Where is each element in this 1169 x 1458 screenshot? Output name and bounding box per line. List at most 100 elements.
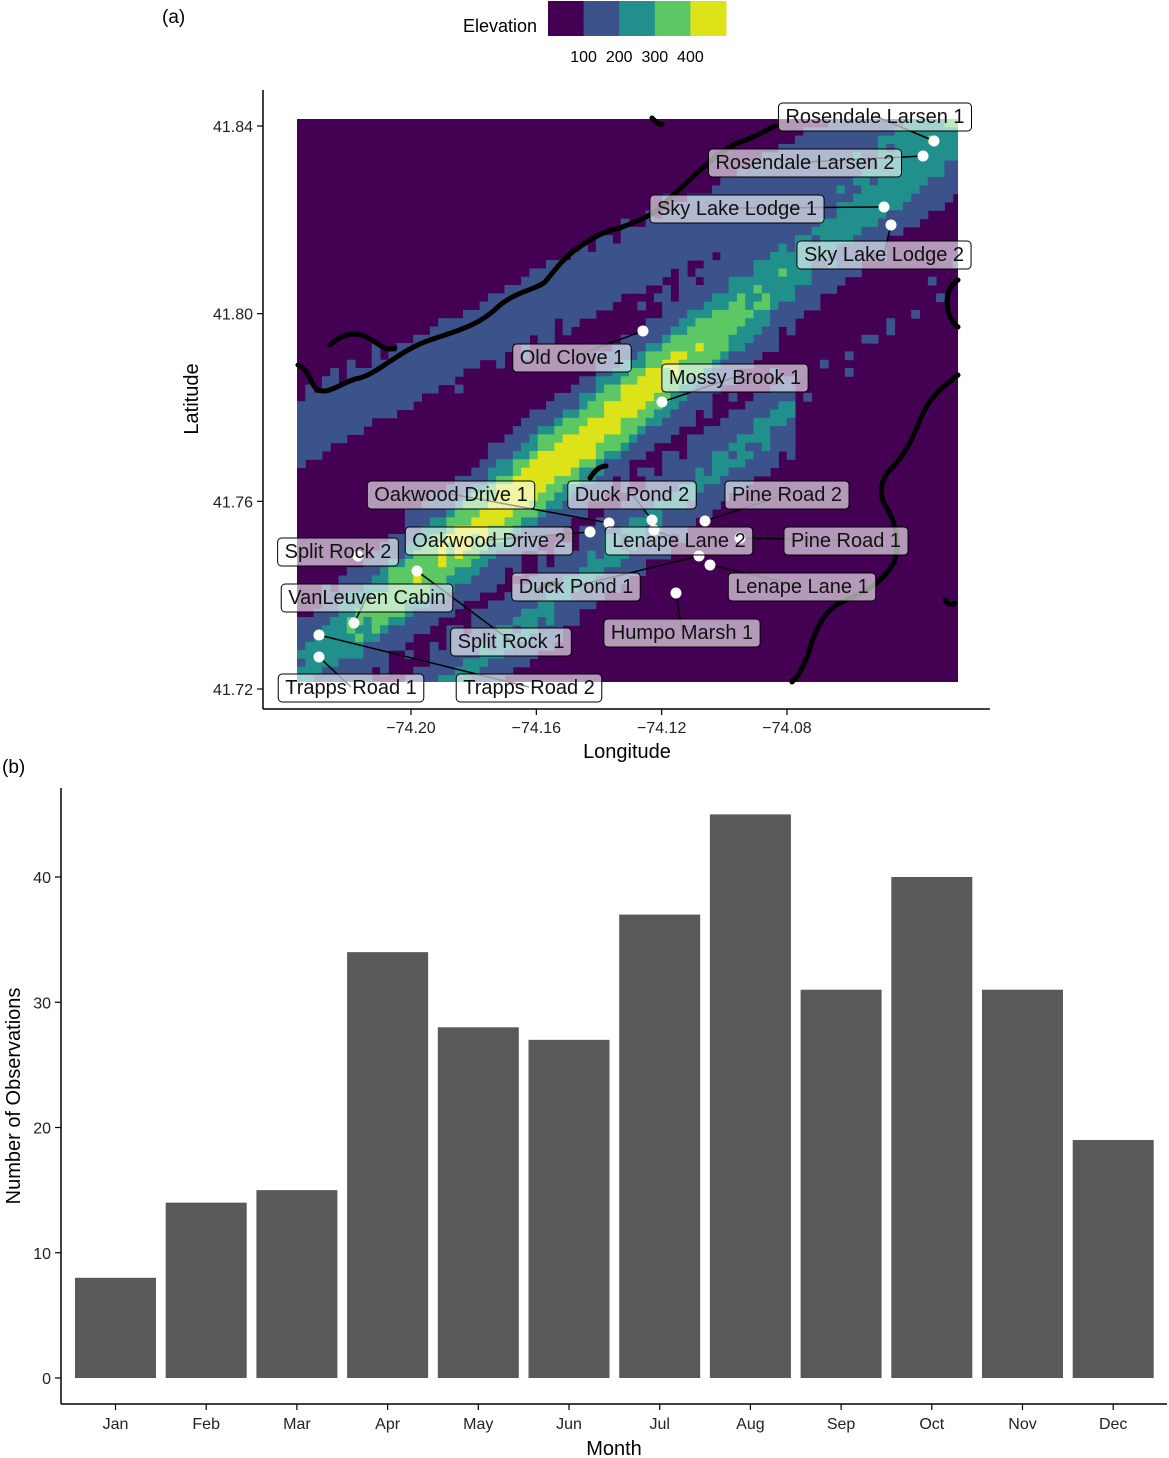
raster-cell: [529, 326, 539, 336]
raster-cell: [496, 459, 505, 469]
raster-cell: [795, 309, 804, 319]
raster-cell: [828, 127, 837, 137]
bar-x-tick-label-sep: Sep: [827, 1416, 856, 1433]
raster-cell: [678, 235, 688, 244]
raster-cell: [678, 251, 688, 261]
raster-cell: [421, 625, 431, 635]
raster-cell: [629, 243, 638, 253]
raster-cell: [380, 401, 389, 410]
raster-cell: [554, 600, 564, 610]
raster-cell: [421, 517, 431, 527]
raster-cell: [620, 567, 630, 576]
raster-cell: [446, 575, 456, 585]
raster-cell: [579, 459, 588, 469]
contour-line-southeast: [942, 597, 958, 607]
raster-cell: [712, 276, 721, 286]
raster-cell: [396, 401, 406, 410]
raster-cell: [728, 318, 738, 327]
raster-cell: [595, 542, 605, 552]
raster-cell: [645, 475, 655, 485]
raster-cell: [321, 641, 331, 651]
raster-cell: [828, 210, 837, 220]
raster-cell: [720, 268, 730, 278]
raster-cell: [637, 392, 647, 402]
raster-cell: [662, 509, 671, 518]
raster-cell: [712, 500, 721, 510]
raster-cell: [662, 401, 671, 410]
raster-cell: [321, 608, 331, 618]
raster-cell: [836, 127, 846, 137]
raster-cell: [612, 434, 622, 444]
raster-cell: [429, 675, 439, 682]
map-x-tick-label: −74.20: [386, 720, 435, 737]
raster-cell: [612, 260, 622, 269]
raster-cell: [546, 260, 555, 269]
raster-cell: [521, 451, 530, 460]
raster-cell: [753, 409, 763, 419]
raster-cell: [728, 459, 738, 469]
raster-cell: [537, 326, 547, 336]
raster-cell: [554, 301, 564, 311]
raster-cell: [487, 583, 497, 593]
raster-cell: [537, 309, 547, 319]
raster-cell: [463, 583, 472, 593]
raster-cell: [570, 426, 580, 435]
raster-cell: [496, 666, 505, 676]
raster-cell: [429, 617, 439, 626]
raster-cell: [371, 351, 381, 361]
raster-cell: [487, 509, 497, 518]
raster-cell: [496, 558, 505, 568]
raster-cell: [678, 409, 688, 419]
raster-cell: [579, 542, 588, 552]
raster-cell: [878, 235, 887, 244]
raster-cell: [380, 641, 389, 651]
raster-cell: [305, 625, 315, 635]
raster-cell: [529, 434, 539, 444]
raster-cell: [695, 226, 705, 236]
raster-cell: [645, 376, 655, 386]
raster-cell: [570, 509, 580, 518]
raster-cell: [587, 276, 597, 286]
raster-cell: [321, 401, 331, 410]
raster-cell: [396, 542, 406, 552]
raster-cell: [952, 168, 958, 178]
raster-cell: [712, 459, 721, 469]
raster-cell: [687, 235, 696, 244]
raster-cell: [712, 492, 721, 502]
raster-cell: [753, 401, 763, 410]
raster-cell: [803, 127, 813, 137]
raster-cell: [911, 177, 920, 186]
raster-cell: [487, 608, 497, 618]
raster-cell: [396, 608, 406, 618]
raster-cell: [330, 641, 339, 651]
raster-cell: [770, 459, 779, 469]
raster-cell: [413, 384, 422, 394]
raster-cell: [678, 467, 688, 477]
raster-cell: [546, 318, 555, 327]
raster-cell: [786, 409, 796, 419]
raster-cell: [927, 185, 937, 195]
raster-cell: [421, 359, 431, 369]
site-label-box: [796, 240, 972, 270]
raster-cell: [678, 459, 688, 469]
raster-cell: [421, 666, 431, 676]
raster-cell: [919, 168, 929, 178]
raster-cell: [828, 268, 837, 278]
raster-cell: [595, 268, 605, 278]
raster-cell: [363, 575, 373, 585]
raster-cell: [570, 309, 580, 319]
raster-cell: [404, 517, 414, 527]
raster-cell: [487, 442, 497, 452]
raster-cell: [753, 318, 763, 327]
raster-cell: [546, 492, 555, 502]
raster-cell: [338, 426, 348, 435]
raster-cell: [687, 351, 696, 361]
raster-cell: [413, 517, 422, 527]
raster-cell: [645, 268, 655, 278]
raster-cell: [828, 235, 837, 244]
raster-cell: [521, 301, 530, 311]
site-label-box: [567, 480, 697, 510]
raster-cell: [537, 558, 547, 568]
site-label-trapps-road-2: Trapps Road 2: [455, 673, 603, 703]
